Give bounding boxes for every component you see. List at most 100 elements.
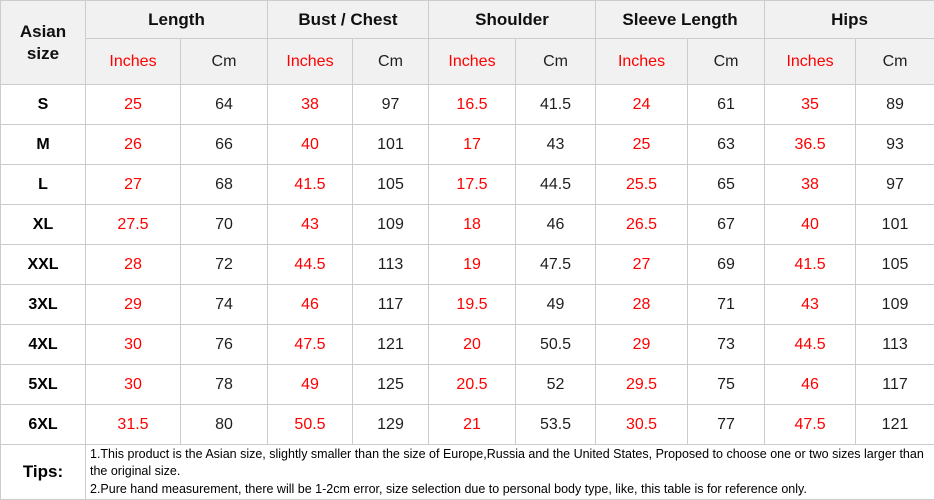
- inches-value: 47.5: [268, 325, 353, 365]
- cm-value: 89: [856, 85, 934, 125]
- group-header-row: Asian size Length Bust / Chest Shoulder …: [1, 1, 934, 39]
- unit-header-cm: Cm: [516, 39, 596, 85]
- cm-value: 121: [353, 325, 429, 365]
- cm-value: 70: [181, 205, 268, 245]
- cm-value: 49: [516, 285, 596, 325]
- cm-value: 63: [688, 125, 765, 165]
- cm-value: 71: [688, 285, 765, 325]
- cm-value: 61: [688, 85, 765, 125]
- group-header-sleeve-length: Sleeve Length: [596, 1, 765, 39]
- cm-value: 66: [181, 125, 268, 165]
- inches-value: 19: [429, 245, 516, 285]
- inches-value: 24: [596, 85, 688, 125]
- cm-value: 125: [353, 365, 429, 405]
- inches-value: 16.5: [429, 85, 516, 125]
- cm-value: 121: [856, 405, 934, 445]
- inches-value: 49: [268, 365, 353, 405]
- cm-value: 43: [516, 125, 596, 165]
- cm-value: 129: [353, 405, 429, 445]
- cm-value: 80: [181, 405, 268, 445]
- inches-value: 30.5: [596, 405, 688, 445]
- inches-value: 27.5: [86, 205, 181, 245]
- cm-value: 117: [353, 285, 429, 325]
- tips-line-1: 1.This product is the Asian size, slight…: [90, 446, 930, 481]
- tips-label: Tips:: [1, 445, 86, 500]
- cm-value: 50.5: [516, 325, 596, 365]
- group-header-shoulder: Shoulder: [429, 1, 596, 39]
- cm-value: 113: [353, 245, 429, 285]
- inches-value: 20: [429, 325, 516, 365]
- cm-value: 53.5: [516, 405, 596, 445]
- cm-value: 76: [181, 325, 268, 365]
- size-label: 6XL: [1, 405, 86, 445]
- cm-value: 77: [688, 405, 765, 445]
- inches-value: 40: [765, 205, 856, 245]
- cm-value: 52: [516, 365, 596, 405]
- cm-value: 101: [353, 125, 429, 165]
- inches-value: 38: [268, 85, 353, 125]
- inches-value: 27: [86, 165, 181, 205]
- inches-value: 29: [596, 325, 688, 365]
- tips-row: Tips: 1.This product is the Asian size, …: [1, 445, 934, 500]
- cm-value: 64: [181, 85, 268, 125]
- unit-header-inches: Inches: [596, 39, 688, 85]
- tips-line-2: 2.Pure hand measurement, there will be 1…: [90, 481, 930, 498]
- inches-value: 35: [765, 85, 856, 125]
- group-header-bust-chest: Bust / Chest: [268, 1, 429, 39]
- cm-value: 41.5: [516, 85, 596, 125]
- inches-value: 31.5: [86, 405, 181, 445]
- inches-value: 47.5: [765, 405, 856, 445]
- size-label: S: [1, 85, 86, 125]
- cm-value: 47.5: [516, 245, 596, 285]
- inches-value: 29.5: [596, 365, 688, 405]
- cm-value: 69: [688, 245, 765, 285]
- inches-value: 19.5: [429, 285, 516, 325]
- cm-value: 72: [181, 245, 268, 285]
- cm-value: 113: [856, 325, 934, 365]
- unit-header-inches: Inches: [268, 39, 353, 85]
- cm-value: 75: [688, 365, 765, 405]
- cm-value: 78: [181, 365, 268, 405]
- cm-value: 117: [856, 365, 934, 405]
- inches-value: 27: [596, 245, 688, 285]
- inches-value: 28: [86, 245, 181, 285]
- inches-value: 25.5: [596, 165, 688, 205]
- unit-header-cm: Cm: [688, 39, 765, 85]
- cm-value: 97: [353, 85, 429, 125]
- inches-value: 26: [86, 125, 181, 165]
- inches-value: 41.5: [765, 245, 856, 285]
- unit-header-cm: Cm: [353, 39, 429, 85]
- inches-value: 20.5: [429, 365, 516, 405]
- inches-value: 21: [429, 405, 516, 445]
- unit-header-inches: Inches: [86, 39, 181, 85]
- inches-value: 28: [596, 285, 688, 325]
- unit-header-inches: Inches: [429, 39, 516, 85]
- inches-value: 40: [268, 125, 353, 165]
- cm-value: 46: [516, 205, 596, 245]
- group-header-hips: Hips: [765, 1, 934, 39]
- size-label: 4XL: [1, 325, 86, 365]
- inches-value: 38: [765, 165, 856, 205]
- cm-value: 74: [181, 285, 268, 325]
- cm-value: 97: [856, 165, 934, 205]
- table-footer: Tips: 1.This product is the Asian size, …: [1, 445, 934, 500]
- cm-value: 105: [856, 245, 934, 285]
- cm-value: 105: [353, 165, 429, 205]
- group-header-length: Length: [86, 1, 268, 39]
- inches-value: 46: [765, 365, 856, 405]
- table-header: Asian size Length Bust / Chest Shoulder …: [1, 1, 934, 85]
- inches-value: 25: [596, 125, 688, 165]
- unit-header-row: Inches Cm Inches Cm Inches Cm Inches Cm …: [1, 39, 934, 85]
- inches-value: 41.5: [268, 165, 353, 205]
- unit-header-cm: Cm: [181, 39, 268, 85]
- cm-value: 109: [353, 205, 429, 245]
- inches-value: 36.5: [765, 125, 856, 165]
- inches-value: 50.5: [268, 405, 353, 445]
- cm-value: 93: [856, 125, 934, 165]
